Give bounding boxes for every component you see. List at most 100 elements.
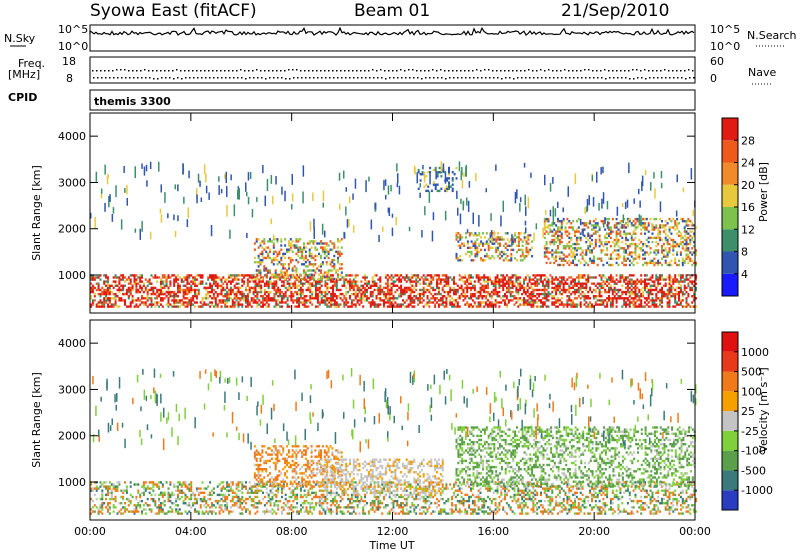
range-gate-cell <box>158 506 161 509</box>
range-gate-cell <box>602 301 605 304</box>
colorbar-tick-label: 12 <box>741 223 755 236</box>
range-gate-cell <box>560 282 563 285</box>
range-gate-cell <box>549 292 552 296</box>
range-gate-cell <box>259 263 262 266</box>
range-gate-cell <box>298 284 300 287</box>
range-gate-cell <box>674 245 677 248</box>
range-gate-cell <box>365 180 367 193</box>
range-gate-cell <box>332 299 334 302</box>
range-gate-cell <box>135 495 138 499</box>
range-gate-cell <box>304 256 307 260</box>
range-gate-cell <box>480 236 483 239</box>
range-gate-cell <box>685 290 688 294</box>
range-gate-cell <box>333 305 336 308</box>
range-gate-cell <box>627 219 629 228</box>
range-gate-cell <box>628 217 631 221</box>
range-gate-cell <box>97 276 100 279</box>
range-gate-cell <box>341 292 344 296</box>
range-gate-cell <box>177 184 179 192</box>
range-gate-cell <box>186 278 189 281</box>
range-gate-cell <box>100 193 103 199</box>
range-gate-cell <box>107 493 109 497</box>
range-gate-cell <box>248 491 251 494</box>
range-gate-cell <box>343 280 346 283</box>
range-gate-cell <box>209 493 212 497</box>
range-gate-cell <box>464 292 467 296</box>
range-gate-cell <box>560 226 563 229</box>
range-gate-cell <box>246 282 249 285</box>
range-gate-cell <box>95 276 98 279</box>
range-gate-cell <box>275 305 278 308</box>
range-gate-cell <box>634 305 637 308</box>
range-gate-cell <box>541 292 544 296</box>
range-gate-cell <box>160 280 162 283</box>
range-gate-cell <box>657 259 660 262</box>
range-gate-cell <box>235 276 238 279</box>
range-gate-cell <box>294 305 297 308</box>
range-gate-cell <box>392 295 395 298</box>
range-gate-cell <box>553 251 556 254</box>
range-gate-cell <box>495 238 498 241</box>
range-gate-cell <box>466 229 469 234</box>
range-gate-cell <box>398 295 401 298</box>
range-gate-cell <box>306 275 309 278</box>
range-gate-cell <box>364 286 367 290</box>
range-gate-cell <box>261 254 264 258</box>
range-gate-cell <box>182 297 185 300</box>
range-gate-cell <box>668 286 671 290</box>
range-gate-cell <box>358 288 361 292</box>
range-gate-cell <box>175 504 178 507</box>
range-gate-cell <box>320 240 322 243</box>
range-gate-cell <box>337 275 339 278</box>
range-gate-cell <box>514 240 517 243</box>
range-gate-cell <box>305 278 308 281</box>
range-gate-cell <box>511 284 514 287</box>
range-gate-cell <box>405 299 408 302</box>
range-gate-cell <box>421 171 424 174</box>
range-gate-cell <box>659 276 662 279</box>
range-gate-cell <box>112 286 115 290</box>
range-gate-cell <box>411 299 414 302</box>
range-gate-cell <box>103 282 106 285</box>
range-gate-cell <box>594 295 597 298</box>
range-gate-cell <box>220 504 223 507</box>
range-gate-cell <box>161 508 164 511</box>
range-gate-cell <box>506 248 509 252</box>
range-gate-cell <box>211 493 213 497</box>
range-gate-cell <box>326 282 329 285</box>
range-gate-cell <box>188 288 191 292</box>
range-gate-cell <box>589 240 592 244</box>
range-gate-cell <box>545 226 548 229</box>
range-gate-cell <box>449 301 452 304</box>
range-gate-cell <box>209 276 212 279</box>
range-gate-cell <box>470 246 473 249</box>
range-gate-cell <box>97 301 100 304</box>
range-gate-cell <box>621 236 624 240</box>
range-gate-cell <box>581 284 584 287</box>
range-gate-cell <box>670 259 673 262</box>
range-gate-cell <box>137 305 140 308</box>
range-gate-cell <box>451 297 454 300</box>
range-gate-cell <box>127 276 130 279</box>
range-gate-cell <box>383 301 385 304</box>
range-gate-cell <box>328 299 331 302</box>
range-gate-cell <box>330 299 333 302</box>
range-gate-cell <box>269 269 271 272</box>
range-gate-cell <box>97 284 100 287</box>
range-gate-cell <box>332 274 334 277</box>
range-gate-cell <box>526 295 529 298</box>
range-gate-cell <box>493 257 496 260</box>
range-gate-cell <box>90 290 92 294</box>
range-gate-cell <box>112 504 115 507</box>
range-gate-cell <box>634 247 637 250</box>
range-gate-cell <box>281 284 283 287</box>
range-gate-cell <box>379 290 382 294</box>
range-gate-cell <box>476 234 479 237</box>
range-gate-cell <box>575 240 578 244</box>
range-gate-cell <box>468 282 471 285</box>
range-gate-cell <box>691 288 694 292</box>
range-gate-cell <box>490 282 493 285</box>
range-gate-cell <box>436 286 438 290</box>
range-gate-cell <box>695 288 697 292</box>
range-gate-cell <box>407 276 410 279</box>
